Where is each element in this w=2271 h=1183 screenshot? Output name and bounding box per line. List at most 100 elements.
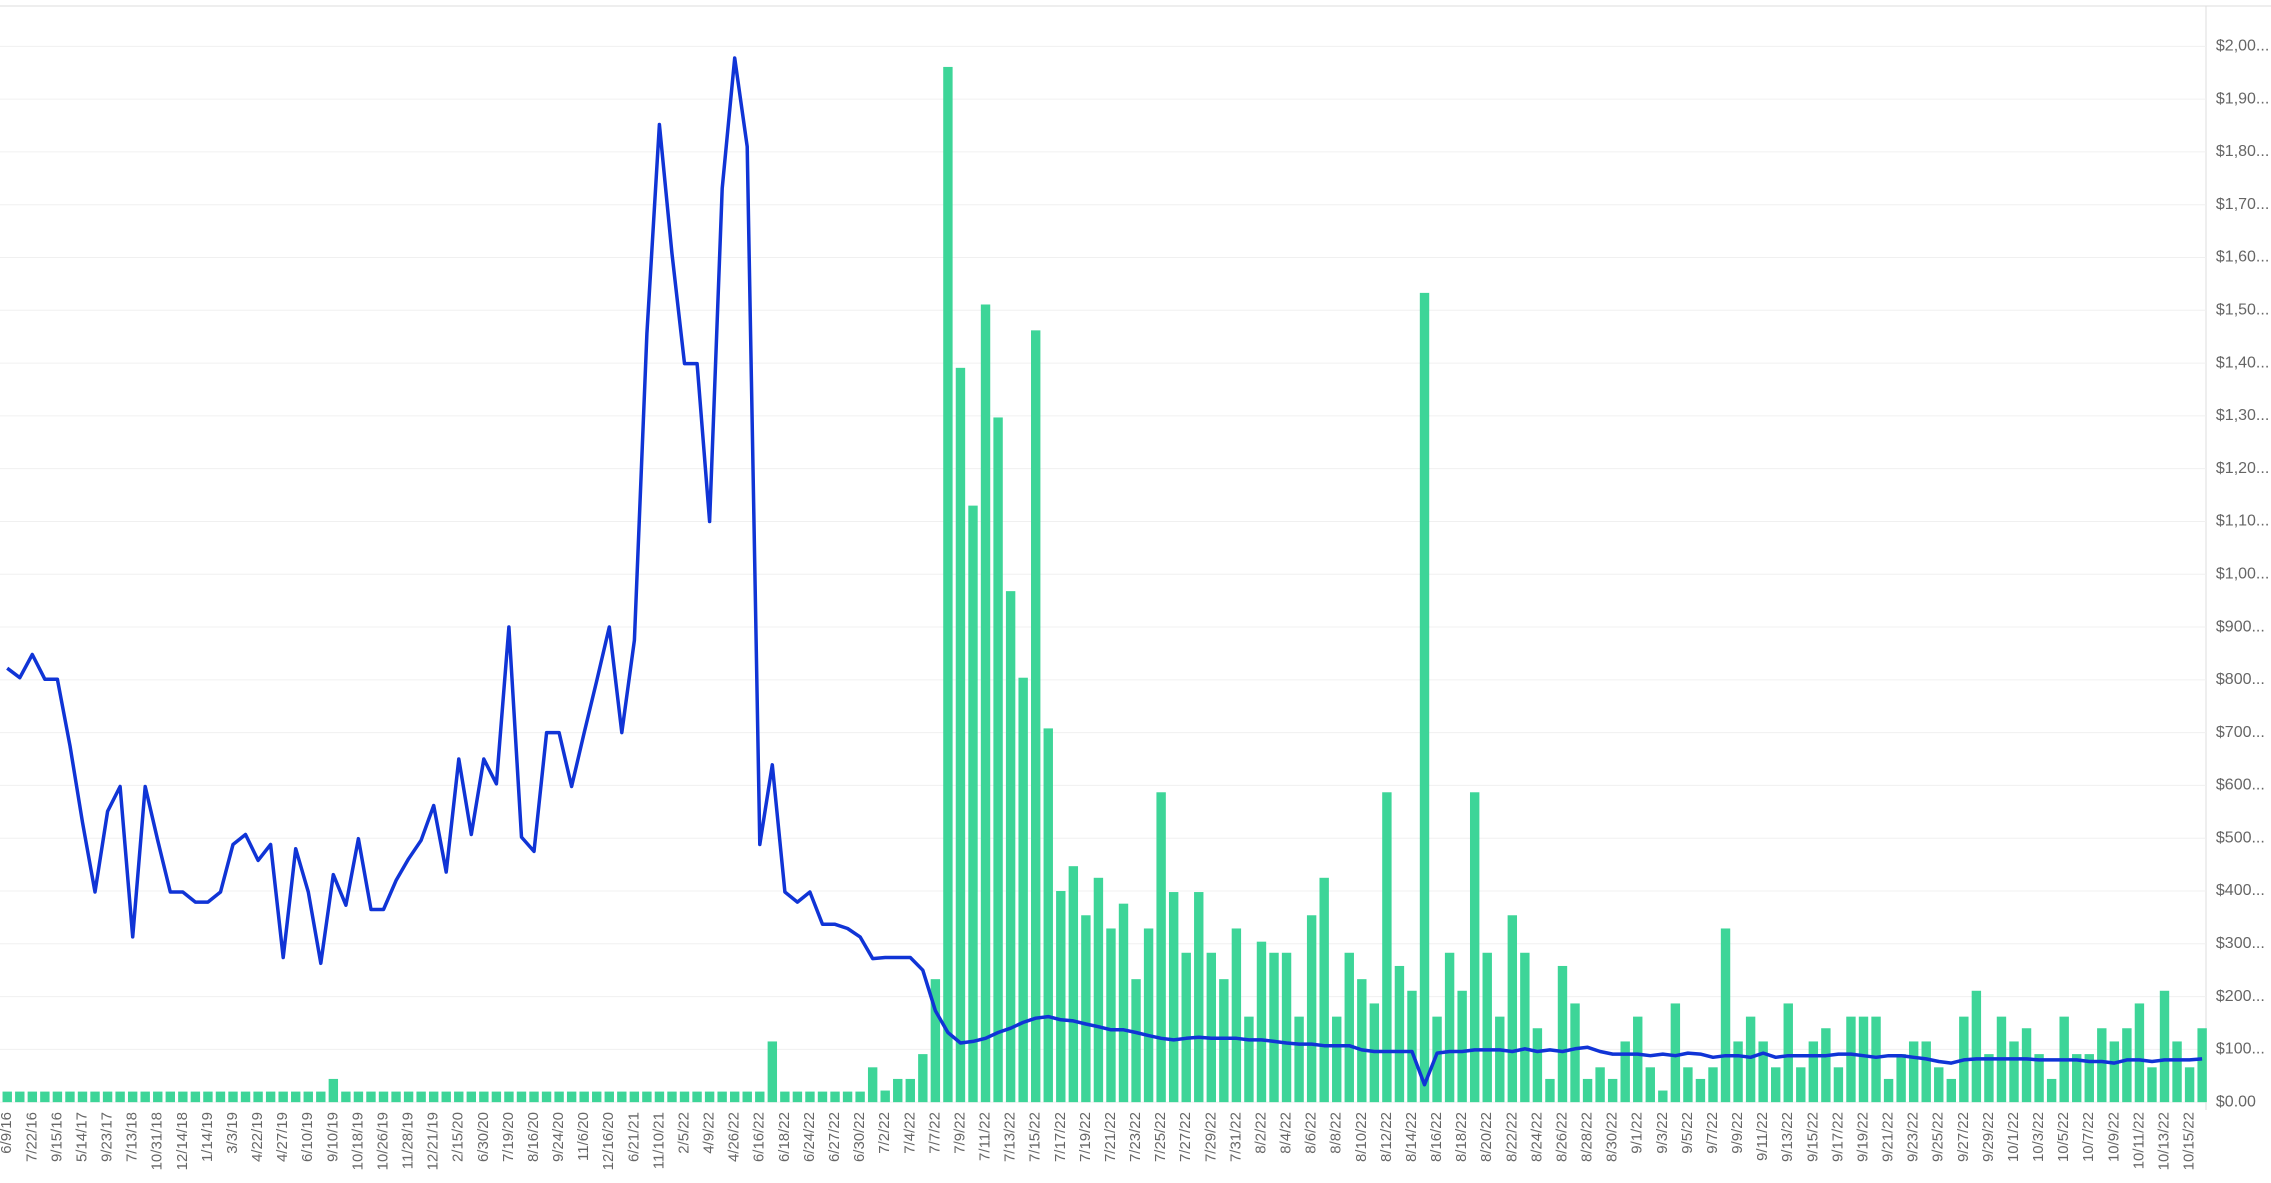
bar bbox=[905, 1078, 915, 1103]
x-tick-label: 4/26/22 bbox=[726, 1112, 743, 1162]
bar bbox=[1683, 1067, 1693, 1103]
y-tick-label: $2,00... bbox=[2216, 38, 2269, 55]
x-tick-label: 8/2/22 bbox=[1252, 1112, 1269, 1154]
bar bbox=[566, 1091, 577, 1103]
bar bbox=[353, 1091, 364, 1103]
bar bbox=[1469, 792, 1480, 1103]
bar bbox=[2021, 1028, 2032, 1103]
x-tick-label: 10/7/22 bbox=[2080, 1112, 2097, 1162]
bar bbox=[1256, 941, 1267, 1103]
bar bbox=[1934, 1067, 1944, 1103]
x-tick-label: 7/9/22 bbox=[951, 1112, 968, 1154]
bar bbox=[1419, 292, 1430, 1103]
x-tick-label: 9/27/22 bbox=[1955, 1112, 1972, 1162]
bar bbox=[767, 1041, 778, 1103]
bar bbox=[165, 1091, 175, 1103]
bar bbox=[1495, 1016, 1505, 1103]
x-tick-label: 2/5/22 bbox=[675, 1112, 692, 1154]
bar bbox=[1858, 1016, 1869, 1103]
x-tick-label: 9/29/22 bbox=[1980, 1112, 1997, 1162]
bar bbox=[1507, 915, 1518, 1103]
bar bbox=[592, 1091, 602, 1103]
bar bbox=[2046, 1078, 2057, 1103]
bar bbox=[153, 1091, 163, 1103]
x-tick-label: 10/5/22 bbox=[2055, 1112, 2072, 1162]
bar bbox=[1808, 1041, 1819, 1103]
x-tick-label: 6/21/21 bbox=[625, 1112, 642, 1162]
bar bbox=[1005, 591, 1016, 1103]
bar bbox=[1595, 1067, 1605, 1103]
x-tick-label: 9/5/22 bbox=[1679, 1112, 1696, 1154]
bar bbox=[604, 1091, 614, 1103]
bar bbox=[65, 1091, 75, 1103]
bar bbox=[366, 1091, 376, 1103]
x-tick-label: 10/13/22 bbox=[2155, 1112, 2172, 1170]
x-tick-label: 6/24/22 bbox=[801, 1112, 818, 1162]
bar bbox=[253, 1091, 263, 1103]
x-tick-label: 7/13/22 bbox=[1002, 1112, 1019, 1162]
x-tick-label: 9/9/22 bbox=[1729, 1112, 1746, 1154]
x-tick-label: 9/17/22 bbox=[1829, 1112, 1846, 1162]
x-tick-label: 4/9/22 bbox=[701, 1112, 718, 1154]
bar bbox=[1407, 990, 1417, 1103]
y-tick-label: $300... bbox=[2216, 935, 2265, 952]
bar bbox=[1294, 1016, 1304, 1103]
bar bbox=[755, 1091, 765, 1103]
bar bbox=[1883, 1078, 1894, 1103]
x-tick-label: 4/27/19 bbox=[274, 1112, 291, 1162]
x-tick-label: 7/25/22 bbox=[1152, 1112, 1169, 1162]
bar bbox=[642, 1091, 652, 1103]
bar bbox=[842, 1091, 853, 1103]
bar bbox=[1269, 952, 1279, 1103]
bar bbox=[617, 1091, 627, 1103]
bar bbox=[1557, 965, 1568, 1103]
bar bbox=[1432, 1016, 1442, 1103]
bar bbox=[1382, 792, 1392, 1103]
x-tick-label: 10/18/19 bbox=[349, 1112, 366, 1170]
x-tick-label: 7/17/22 bbox=[1052, 1112, 1069, 1162]
bar bbox=[341, 1091, 351, 1103]
bar bbox=[1244, 1016, 1254, 1103]
x-tick-label: 7/19/22 bbox=[1077, 1112, 1094, 1162]
bar bbox=[1921, 1041, 1931, 1103]
bar bbox=[867, 1067, 878, 1103]
bar bbox=[2134, 1003, 2145, 1103]
bar bbox=[1633, 1016, 1643, 1103]
bar bbox=[1444, 952, 1455, 1103]
bar bbox=[1971, 990, 1982, 1103]
bar bbox=[930, 979, 941, 1103]
line bbox=[6, 56, 2203, 1087]
bar bbox=[454, 1091, 464, 1103]
bar bbox=[880, 1090, 890, 1103]
bar bbox=[1733, 1041, 1743, 1103]
bar bbox=[1720, 928, 1731, 1103]
bar bbox=[1871, 1016, 1881, 1103]
bar bbox=[2034, 1054, 2044, 1103]
x-tick-label: 1/14/19 bbox=[199, 1112, 216, 1162]
bar bbox=[15, 1091, 25, 1103]
x-tick-label: 8/26/22 bbox=[1553, 1112, 1570, 1162]
x-tick-label: 10/9/22 bbox=[2105, 1112, 2122, 1162]
y-tick-label: $100... bbox=[2216, 1041, 2265, 1058]
bar bbox=[1833, 1067, 1844, 1103]
bar bbox=[1357, 979, 1367, 1103]
bar bbox=[1093, 877, 1104, 1103]
bar bbox=[127, 1091, 138, 1103]
y-tick-label: $1,50... bbox=[2216, 302, 2269, 319]
x-tick-label: 9/10/19 bbox=[324, 1112, 341, 1162]
x-tick-label: 6/30/20 bbox=[475, 1112, 492, 1162]
x-tick-label: 9/25/22 bbox=[1930, 1112, 1947, 1162]
bar bbox=[2197, 1028, 2207, 1103]
x-tick-label: 10/3/22 bbox=[2030, 1112, 2047, 1162]
bar bbox=[278, 1091, 288, 1103]
x-tick-label: 12/14/18 bbox=[174, 1112, 191, 1170]
bar bbox=[805, 1091, 815, 1103]
bar bbox=[1332, 1016, 1342, 1103]
x-tick-label: 9/19/22 bbox=[1854, 1112, 1871, 1162]
x-tick-label: 7/21/22 bbox=[1102, 1112, 1119, 1162]
bar bbox=[403, 1091, 414, 1103]
x-tick-label: 9/15/16 bbox=[48, 1112, 65, 1162]
x-tick-label: 9/24/20 bbox=[550, 1112, 567, 1162]
x-tick-label: 9/7/22 bbox=[1704, 1112, 1721, 1154]
